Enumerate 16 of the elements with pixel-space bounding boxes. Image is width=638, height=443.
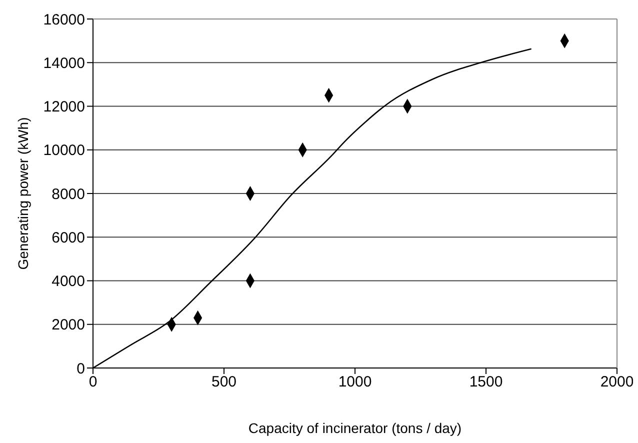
y-tick-label: 14000 xyxy=(43,54,85,72)
x-tick-label: 1500 xyxy=(469,374,503,391)
y-tick-label: 12000 xyxy=(43,98,85,116)
x-axis-title: Capacity of incinerator (tons / day) xyxy=(248,420,462,436)
x-tick-label: 1000 xyxy=(338,374,372,391)
y-tick-label: 0 xyxy=(76,360,85,378)
y-tick-label: 16000 xyxy=(43,11,85,28)
x-tick-label: 2000 xyxy=(600,374,634,391)
y-tick-label: 6000 xyxy=(52,229,85,246)
y-tick-label: 8000 xyxy=(52,186,85,203)
y-tick-label: 2000 xyxy=(52,316,85,334)
y-tick-label: 4000 xyxy=(52,273,85,290)
y-tick-label: 10000 xyxy=(43,142,85,160)
x-tick-label: 0 xyxy=(88,374,98,391)
x-tick-label: 500 xyxy=(211,374,237,391)
y-axis-title: Generating power (kWh) xyxy=(14,117,31,270)
